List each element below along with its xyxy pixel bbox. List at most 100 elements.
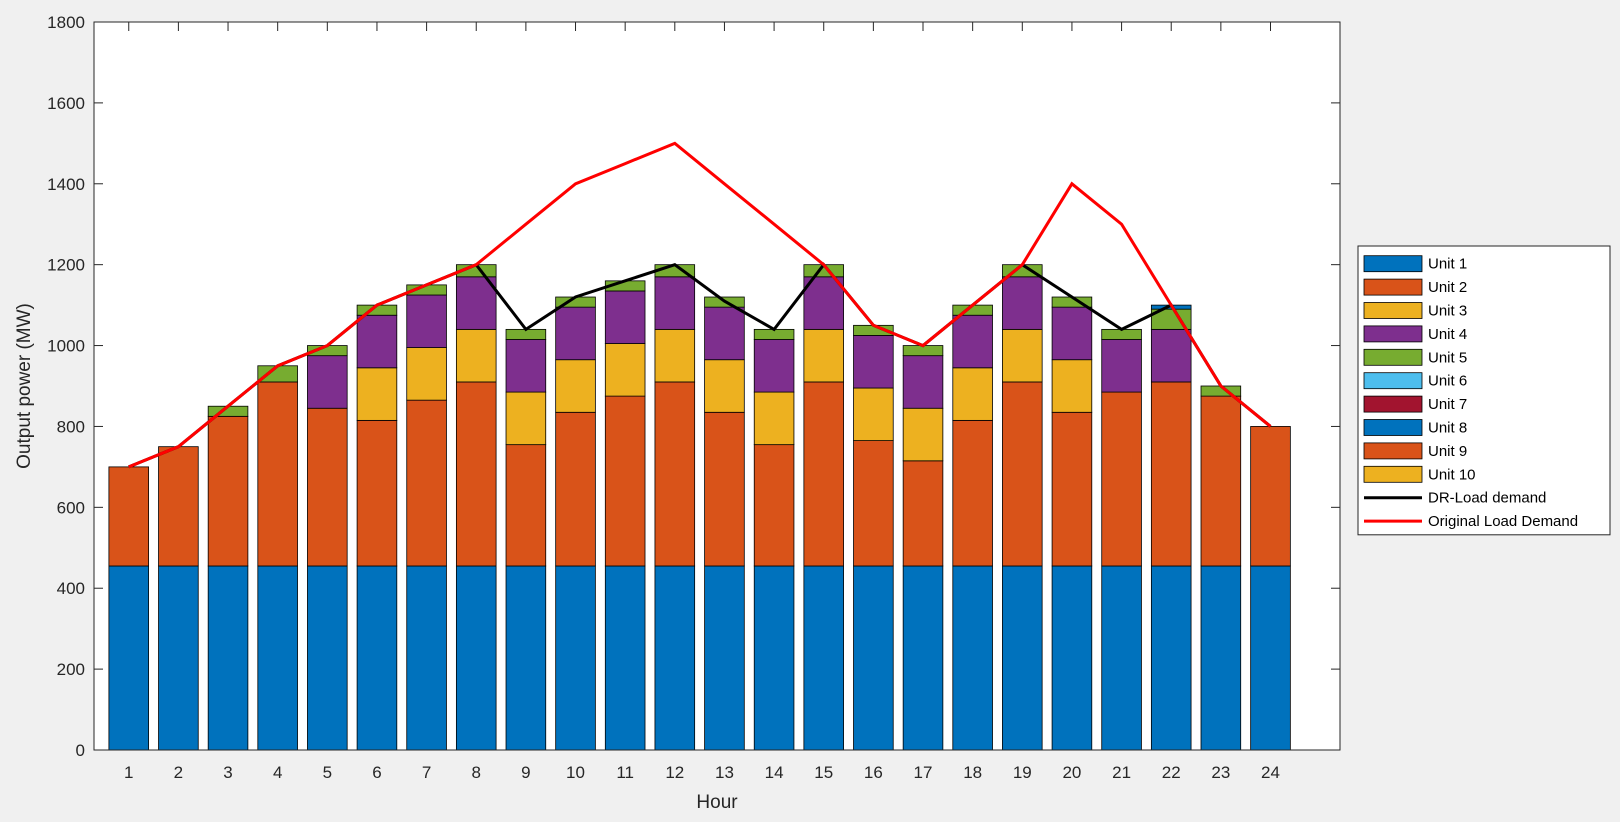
bar-segment-unit-3 <box>753 391 795 446</box>
y-tick-label: 1000 <box>47 337 85 356</box>
bar-segment-unit-3 <box>356 367 398 421</box>
bar-segment-unit-1 <box>257 565 298 751</box>
bar-segment-unit-1 <box>505 565 547 751</box>
bar-segment-unit-1 <box>1200 565 1242 751</box>
legend-swatch <box>1363 348 1423 366</box>
bar-segment-unit-3 <box>1002 328 1043 383</box>
legend-label: Unit 6 <box>1428 373 1467 390</box>
bar-segment-unit-1 <box>207 565 249 751</box>
legend-label: Unit 4 <box>1428 326 1467 343</box>
y-tick-label: 0 <box>76 741 85 760</box>
legend-swatch <box>1363 465 1423 483</box>
x-tick-label: 1 <box>124 763 133 782</box>
bar-segment-unit-1 <box>1002 565 1043 751</box>
bar-segment-unit-1 <box>307 565 348 751</box>
legend-swatch <box>1363 302 1423 319</box>
x-tick-label: 12 <box>665 763 684 782</box>
bar-segment-unit-4 <box>505 339 547 393</box>
bar-segment-unit-4 <box>654 276 696 330</box>
bar-segment-unit-4 <box>1051 306 1093 361</box>
y-tick-label: 1800 <box>47 13 85 32</box>
bar-segment-unit-1 <box>108 565 150 751</box>
bar-segment-unit-2 <box>158 446 199 567</box>
bar-segment-unit-2 <box>1051 411 1093 567</box>
bar-segment-unit-1 <box>853 565 894 751</box>
bar-segment-unit-2 <box>604 395 646 567</box>
legend-swatch <box>1363 255 1423 273</box>
bar-segment-unit-2 <box>654 381 696 567</box>
bar-segment-unit-3 <box>555 359 596 413</box>
y-tick-label: 1400 <box>47 175 85 194</box>
x-tick-label: 4 <box>273 763 282 782</box>
y-tick-label: 1200 <box>47 256 85 275</box>
bar-segment-unit-2 <box>1200 395 1242 567</box>
bar-segment-unit-2 <box>555 411 596 567</box>
bar-segment-unit-3 <box>505 391 547 446</box>
bar-segment-unit-2 <box>455 381 497 567</box>
x-tick-label: 22 <box>1162 763 1181 782</box>
legend-label: Unit 1 <box>1428 256 1467 273</box>
bar-segment-unit-2 <box>356 419 398 567</box>
legend-label: Unit 5 <box>1428 349 1467 366</box>
legend-swatch <box>1363 278 1423 296</box>
bar-segment-unit-4 <box>356 314 398 369</box>
bar-segment-unit-3 <box>1051 359 1093 413</box>
bar-segment-unit-4 <box>952 314 993 369</box>
bar-segment-unit-5 <box>257 365 298 383</box>
x-tick-label: 7 <box>422 763 431 782</box>
bar-segment-unit-1 <box>158 565 199 751</box>
axes-box <box>93 21 1341 751</box>
x-tick-label: 13 <box>715 763 734 782</box>
bar-segment-unit-1 <box>952 565 993 751</box>
legend-swatch <box>1363 442 1423 460</box>
bar-segment-unit-3 <box>902 407 944 462</box>
bar-segment-unit-1 <box>1150 565 1192 751</box>
legend-label: Unit 2 <box>1428 279 1467 296</box>
bar-segment-unit-4 <box>902 355 944 409</box>
legend-swatch <box>1363 372 1423 390</box>
bar-segment-unit-1 <box>455 565 497 751</box>
bar-segment-unit-2 <box>1150 381 1192 567</box>
x-tick-label: 14 <box>765 763 784 782</box>
load-lines <box>128 141 1272 469</box>
bar-segment-unit-1 <box>753 565 795 751</box>
bar-segment-unit-2 <box>505 444 547 567</box>
bar-segment-unit-3 <box>803 328 844 383</box>
x-tick-label: 17 <box>914 763 933 782</box>
legend-label: Original Load Demand <box>1428 513 1578 530</box>
bar-segment-unit-1 <box>555 565 596 751</box>
x-tick-label: 11 <box>616 763 634 782</box>
bar-segment-unit-2 <box>108 466 150 567</box>
bar-segment-unit-4 <box>455 276 497 330</box>
legend-label: DR-Load demand <box>1428 490 1546 507</box>
bar-segment-unit-2 <box>1101 391 1142 567</box>
legend: Unit 1 Unit 2 Unit 3 Unit 4 Unit 5 Unit 6 Unit… <box>1357 245 1611 536</box>
y-tick-label: 1600 <box>47 94 85 113</box>
bar-segment-unit-2 <box>257 381 298 567</box>
bar-segment-unit-1 <box>1051 565 1093 751</box>
legend-label: Unit 9 <box>1428 443 1467 460</box>
bar-segment-unit-2 <box>952 419 993 567</box>
bar-segment-unit-4 <box>704 306 745 361</box>
bar-segment-unit-1 <box>1250 565 1291 751</box>
bar-segment-unit-2 <box>406 399 447 567</box>
bars <box>108 264 1291 751</box>
x-tick-label: 16 <box>864 763 883 782</box>
bar-segment-unit-2 <box>803 381 844 567</box>
bar-segment-unit-2 <box>753 444 795 567</box>
bar-segment-unit-1 <box>356 565 398 751</box>
bar-segment-unit-3 <box>704 359 745 413</box>
bar-segment-unit-2 <box>307 407 348 567</box>
x-tick-label: 20 <box>1062 763 1081 782</box>
x-tick-label: 3 <box>223 763 232 782</box>
y-tick-label: 600 <box>57 498 85 517</box>
x-tick-label: 2 <box>174 763 183 782</box>
bar-segment-unit-1 <box>604 565 646 751</box>
y-tick-labels: 0 200 400 600 800 1000 1200 1400 1600 1800 <box>47 13 85 760</box>
line-original-load-demand <box>128 141 1272 469</box>
bar-segment-unit-1 <box>704 565 745 751</box>
x-tick-label: 21 <box>1112 763 1131 782</box>
bar-segment-unit-1 <box>803 565 844 751</box>
bar-segment-unit-1 <box>406 565 447 751</box>
